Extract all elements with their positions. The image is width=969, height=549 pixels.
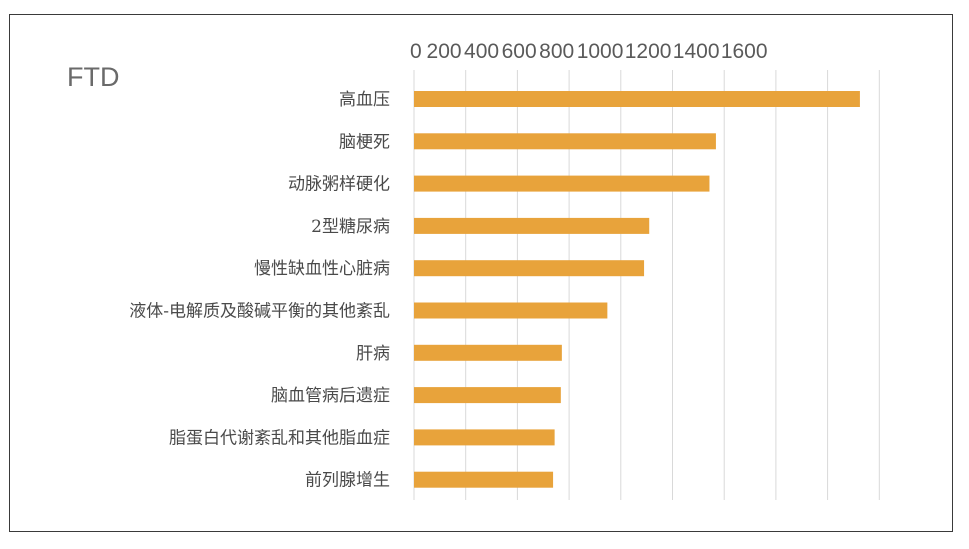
x-tick-label: 200 bbox=[427, 40, 462, 63]
bar bbox=[414, 429, 555, 446]
x-tick-label: 1200 bbox=[625, 40, 672, 63]
category-label: 动脉粥样硬化 bbox=[288, 175, 390, 195]
bar bbox=[414, 344, 562, 361]
bar bbox=[414, 302, 608, 319]
bar bbox=[414, 471, 554, 488]
bar bbox=[414, 260, 645, 277]
bar bbox=[414, 387, 561, 404]
x-tick-label: 1400 bbox=[673, 40, 720, 63]
x-tick-label: 800 bbox=[539, 40, 574, 63]
category-label: 脑血管病后遗症 bbox=[271, 386, 390, 406]
bar bbox=[414, 217, 650, 234]
category-label: 脑梗死 bbox=[339, 132, 390, 152]
bar bbox=[414, 175, 710, 192]
x-tick-label: 600 bbox=[502, 40, 537, 63]
bar bbox=[414, 133, 716, 150]
category-label: 肝病 bbox=[356, 344, 390, 364]
x-tick-label: 400 bbox=[464, 40, 499, 63]
bars bbox=[414, 91, 860, 488]
bar bbox=[414, 91, 860, 107]
category-label: 2型糖尿病 bbox=[311, 217, 390, 237]
category-label: 高血压 bbox=[339, 90, 390, 110]
x-tick-label: 0 bbox=[410, 40, 422, 63]
category-label: 脂蛋白代谢紊乱和其他脂血症 bbox=[169, 428, 390, 448]
category-label: 前列腺增生 bbox=[305, 471, 390, 491]
x-tick-label: 1000 bbox=[577, 40, 624, 63]
category-label: 液体-电解质及酸碱平衡的其他紊乱 bbox=[129, 302, 390, 322]
category-label: 慢性缺血性心脏病 bbox=[254, 258, 390, 279]
x-tick-label: 1600 bbox=[721, 40, 768, 63]
x-axis-tick-labels: 0 200 400 600 800 1000 1200 1400 1600 bbox=[410, 40, 768, 63]
chart-title: FTD bbox=[67, 62, 119, 92]
